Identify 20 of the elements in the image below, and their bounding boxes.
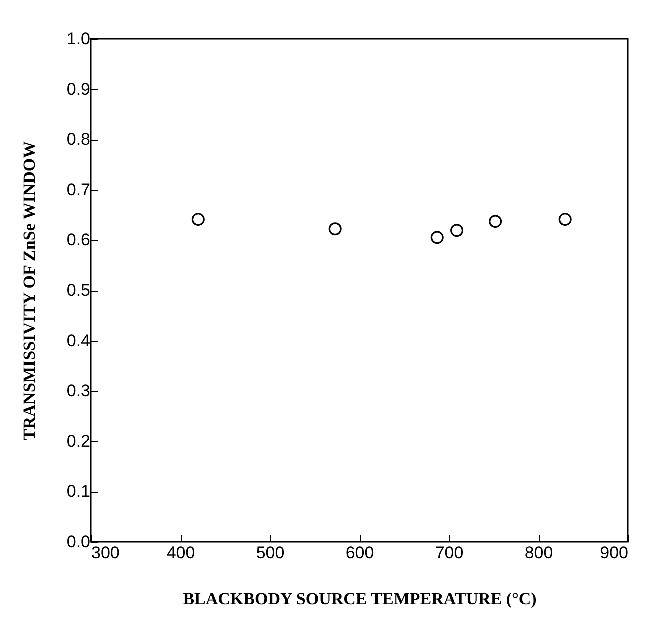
x-tick-label: 900: [600, 544, 628, 562]
y-tick-label: 0.4: [66, 331, 90, 350]
y-tick-label: 0.7: [66, 180, 90, 200]
y-tick-label: 0.3: [66, 382, 90, 401]
x-tick-label: 300: [92, 544, 120, 562]
y-tick-label: 0.8: [66, 130, 90, 150]
x-tick-label: 500: [256, 544, 285, 562]
x-tick-label: 800: [524, 544, 554, 562]
y-axis-title: TRANSMISSIVITY OF ZnSe WINDOW: [20, 141, 39, 441]
y-tick-label: 1.0: [66, 30, 90, 48]
x-tick-label: 600: [346, 544, 374, 562]
y-tick-label: 0.9: [66, 80, 90, 99]
x-axis-title: BLACKBODY SOURCE TEMPERATURE (°C): [183, 590, 537, 608]
x-tick-label: 400: [166, 544, 196, 562]
y-tick-label: 0.1: [66, 482, 90, 502]
y-tick-label: 0.2: [66, 432, 90, 451]
y-tick-label: 0.0: [66, 532, 90, 552]
y-tick-label: 0.6: [66, 230, 90, 250]
y-tick-label: 0.5: [66, 281, 90, 300]
x-tick-label: 700: [435, 544, 464, 562]
